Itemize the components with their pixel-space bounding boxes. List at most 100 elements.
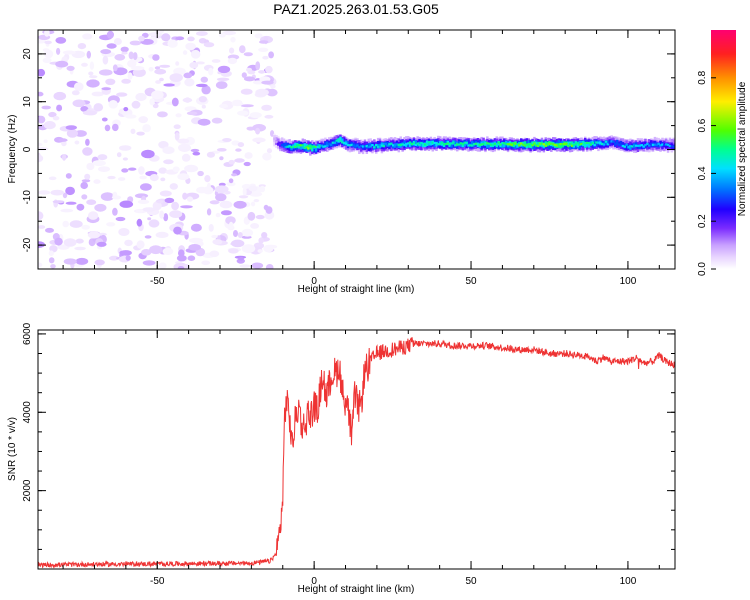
track-cell [286,145,289,148]
track-cell [665,143,668,146]
track-cell [429,143,433,146]
track-cell [461,143,465,146]
noise-blob [121,51,128,55]
noise-blob [129,40,142,46]
track-cell [484,143,487,146]
noise-blob [229,47,235,54]
noise-blob [155,231,169,238]
figure-title: PAZ1.2025.263.01.53.G05 [273,1,439,17]
noise-blob [173,226,182,235]
noise-blob [48,257,55,264]
track-cell [439,142,442,145]
noise-blob [244,152,253,159]
noise-blob [262,152,272,161]
noise-blob [270,130,275,137]
track-cell [587,143,591,148]
track-cell [375,144,378,149]
track-cell [644,144,647,147]
noise-blob [241,72,247,78]
track-cell [512,142,515,145]
track-cell [408,142,412,147]
x-tick-label: 100 [620,276,637,287]
track-cell [399,139,402,147]
noise-blob [180,205,193,209]
y-tick-label: 10 [22,96,33,108]
track-cell [358,143,361,148]
noise-blob [162,247,174,255]
noise-blob [135,208,144,213]
track-cell [350,143,353,146]
noise-blob [196,186,208,194]
track-cell [348,144,352,147]
track-cell [410,143,414,146]
track-cell [309,144,312,149]
noise-blob [218,33,226,38]
noise-blob [144,235,152,239]
noise-blob [243,52,253,57]
noise-blob [48,176,57,181]
track-cell [657,143,660,148]
noise-blob [82,147,93,156]
noise-blob [101,87,111,91]
noise-blob [97,154,108,161]
noise-blob [240,88,253,95]
noise-blob [195,83,208,88]
track-cell [527,143,530,146]
spectrogram-panel: -50 0 50 100 -20 -10 0 10 20 Height of straight… [7,29,676,295]
track-cell [610,140,613,143]
noise-blob [211,234,218,239]
noise-blob [112,123,119,132]
x-tick-label: -50 [150,276,165,287]
noise-blob [69,220,83,228]
track-cell [446,142,450,145]
track-cell [307,144,310,150]
track-cell [648,144,651,147]
track-cell [403,140,406,145]
track-cell [354,145,357,148]
noise-blob [38,211,44,221]
track-cell [661,143,664,146]
track-cell [538,142,542,145]
noise-blob [113,38,122,45]
noise-blob [247,211,256,221]
noise-blob [74,130,87,137]
track-cell [499,143,502,146]
track-cell [585,142,589,147]
noise-blob [74,246,86,251]
track-cell [582,140,585,146]
noise-blob [80,106,89,112]
track-cell [629,145,632,148]
track-cell [331,141,335,144]
y-tick-label: 4000 [22,401,33,424]
noise-blob [234,158,245,163]
track-cell [408,141,412,144]
track-cell [536,141,540,147]
noise-blob [42,48,50,52]
track-cell [495,144,498,147]
noise-blob [121,78,131,84]
noise-blob [220,210,232,216]
noise-blob [255,61,261,71]
noise-blob [189,61,199,69]
colorbar-gradient [711,30,736,269]
track-cell [655,143,658,146]
noise-blob [84,173,91,180]
noise-blob [80,181,88,190]
track-cell [401,143,404,146]
noise-blob [82,33,93,40]
track-cell [606,143,610,146]
track-cell [360,144,363,147]
noise-blob [42,57,52,63]
colorbar: 0.0 0.2 0.4 0.6 0.8 Normalized spectral ampl… [697,30,748,276]
track-cell [595,141,598,147]
track-cell [623,145,626,148]
track-cell [286,142,289,148]
noise-blob [237,142,245,148]
track-cell [593,140,596,146]
noise-blob [239,264,251,268]
noise-blob [136,240,145,249]
track-cell [638,140,642,148]
track-cell [344,142,348,145]
track-cell [514,142,517,145]
noise-blob [182,97,193,103]
